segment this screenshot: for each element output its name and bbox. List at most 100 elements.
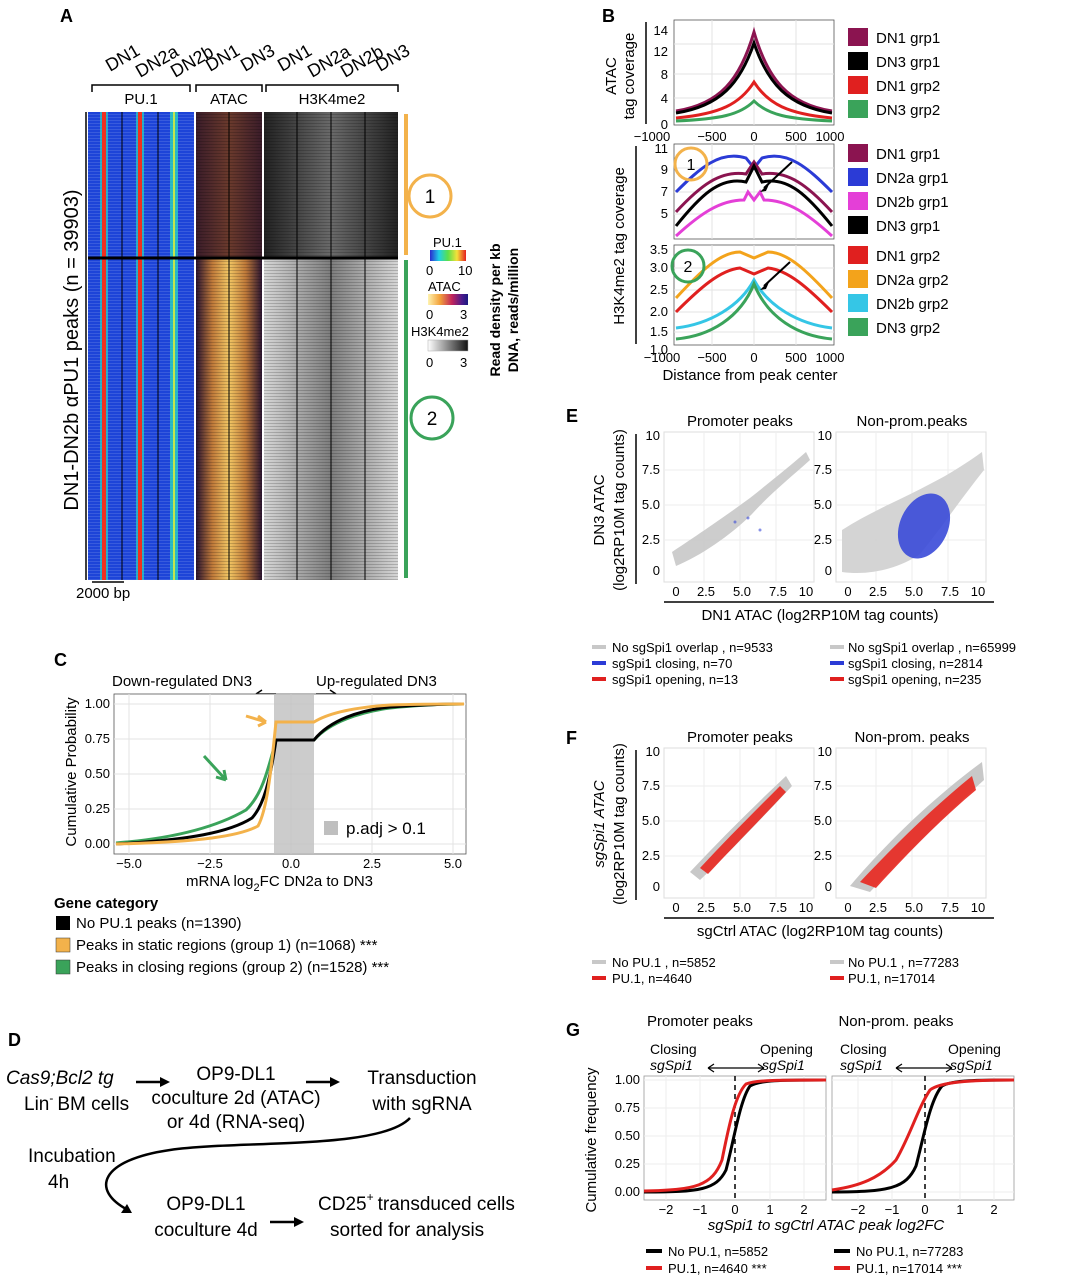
svg-text:−2: −2 [659, 1202, 674, 1217]
tick: 0.75 [85, 731, 110, 746]
panel-e-xlabel: DN1 ATAC (log2RP10M tag counts) [701, 607, 938, 624]
legend-item: DN2a grp1 [876, 170, 949, 187]
panel-b-letter: B [602, 6, 615, 26]
svg-text:5.0: 5.0 [814, 813, 832, 828]
svg-text:7.5: 7.5 [814, 778, 832, 793]
cluster2-label: 2 [684, 259, 693, 276]
cluster1-marker [407, 173, 453, 219]
scale-bar-label: 2000 bp [76, 585, 130, 602]
tick: 0.00 [85, 836, 110, 851]
svg-text:5.0: 5.0 [642, 813, 660, 828]
down-regulated-label: Down-regulated DN3 [112, 673, 252, 690]
svg-text:7.5: 7.5 [941, 584, 959, 599]
legend-item: No sgSpi1 overlap , n=9533 [612, 640, 773, 655]
panel-b-mid-plot: 11 9 7 5 1 [655, 141, 835, 240]
panel-a-column-labels: DN1 DN2a DN2b DN1 DN3 DN1 DN2a DN2b DN3 [102, 40, 413, 81]
panel-f-left-title: Promoter peaks [687, 729, 793, 746]
legend-item: DN3 grp1 [876, 54, 940, 71]
legend-item: No PU.1 , n=5852 [612, 955, 716, 970]
panel-e-ylabel2: (log2RP10M tag counts) [611, 429, 628, 591]
cluster2-marker [670, 248, 706, 284]
svg-text:0: 0 [844, 584, 851, 599]
svg-text:7.5: 7.5 [642, 778, 660, 793]
svg-text:Opening: Opening [948, 1041, 1001, 1057]
tick: 8 [661, 67, 668, 82]
svg-text:−1: −1 [885, 1202, 900, 1217]
heatmap-h3k4me2 [264, 112, 398, 580]
svg-text:−1: −1 [693, 1202, 708, 1217]
panel-d: D Cas9;Bcl2 tg Lin- BM cells OP9-DL1 cocu… [6, 1030, 515, 1241]
svg-text:7.5: 7.5 [941, 900, 959, 915]
svg-text:0.75: 0.75 [615, 1100, 640, 1115]
legend-item: sgSpi1 opening, n=13 [612, 672, 738, 687]
not-significant-band [274, 694, 314, 854]
flow-step-4-line1: OP9-DL1 [166, 1194, 245, 1215]
panel-c: C Down-regulated DN3 Up-regulated DN3 p.… [54, 650, 467, 976]
panel-b-top-ylabel2: tag coverage [621, 33, 638, 120]
panel-f-legend: No PU.1 , n=5852 PU.1, n=4640 No PU.1 , … [592, 955, 959, 986]
tick: 2.0 [650, 304, 668, 319]
flow-step-1-line1: Cas9;Bcl2 tg [6, 1068, 114, 1089]
tick: 0 [750, 350, 757, 365]
panel-b-bottom-plot: 3.5 3.0 2.5 2.0 1.5 1.0 −1000 −500 0 500… [611, 146, 844, 384]
incubation-time: 4h [48, 1172, 69, 1193]
svg-text:10: 10 [818, 744, 832, 759]
panel-e: E Promoter peaks Non-prom.peaks 10 7.5 5… [566, 406, 1016, 687]
svg-text:5.0: 5.0 [905, 584, 923, 599]
flow-step-2-line1: OP9-DL1 [196, 1064, 275, 1085]
heatmap-pu1 [88, 112, 194, 580]
tick: 11 [655, 141, 669, 156]
svg-text:0: 0 [672, 900, 679, 915]
panel-g-right-title: Non-prom. peaks [838, 1013, 953, 1030]
tick: 3.5 [650, 242, 668, 257]
tick: 1.00 [85, 696, 110, 711]
group-label-pu1: PU.1 [124, 91, 157, 108]
tick: 0.25 [85, 801, 110, 816]
heatmap-atac [196, 112, 262, 580]
orange-arrow [245, 714, 267, 728]
cluster1-label: 1 [425, 187, 436, 208]
legend-item: DN2a grp2 [876, 272, 949, 289]
panel-b-mid-legend: DN1 grp1 DN2a grp1 DN2b grp1 DN3 grp1 [848, 144, 949, 235]
svg-text:2.5: 2.5 [697, 584, 715, 599]
svg-text:sgSpi1: sgSpi1 [840, 1057, 883, 1073]
panel-b-top-legend: DN1 grp1 DN3 grp1 DN1 grp2 DN3 grp2 [848, 28, 940, 119]
legend-item: PU.1, n=17014 *** [856, 1261, 962, 1276]
panel-g-left-title: Promoter peaks [647, 1013, 753, 1030]
svg-text:0: 0 [825, 563, 832, 578]
tick: 14 [654, 23, 668, 38]
svg-text:10: 10 [818, 428, 832, 443]
legend-item: sgSpi1 opening, n=235 [848, 672, 981, 687]
tick: 12 [654, 44, 668, 59]
green-arrow [202, 754, 228, 782]
legend-item: sgSpi1 closing, n=2814 [848, 656, 983, 671]
legend-item: DN3 grp2 [876, 102, 940, 119]
tick: 1.5 [650, 324, 668, 339]
legend-pu1-max: 10 [458, 263, 472, 278]
panel-e-legend: No sgSpi1 overlap , n=9533 sgSpi1 closin… [592, 640, 1016, 687]
group-brackets [91, 84, 399, 92]
legend-item: DN3 grp2 [876, 320, 940, 337]
legend-item: DN1 grp1 [876, 30, 940, 47]
legend-atac-title: ATAC [428, 279, 461, 294]
cluster2-marker [409, 395, 455, 441]
tick: 500 [785, 350, 807, 365]
svg-text:0: 0 [653, 563, 660, 578]
tick: 9 [661, 162, 668, 177]
panel-c-legend-title: Gene category [54, 895, 159, 912]
legend-item: No PU.1, n=5852 [668, 1244, 768, 1259]
panel-e-ylabel1: DN3 ATAC [591, 474, 608, 545]
tick: 7 [661, 184, 668, 199]
tick: 0.50 [85, 766, 110, 781]
tick: 0 [750, 129, 757, 144]
cluster1-marker [673, 146, 709, 182]
group-label-atac: ATAC [210, 91, 248, 108]
tick: 3.0 [650, 260, 668, 275]
legend-atac-min: 0 [426, 307, 433, 322]
shade-legend: p.adj > 0.1 [346, 819, 426, 838]
tick: 1.0 [650, 342, 668, 357]
legend-pu1-bar [430, 250, 466, 261]
panel-c-ylabel: Cumulative Probability [63, 697, 80, 847]
tick: −2.5 [197, 856, 223, 871]
svg-text:−2: −2 [851, 1202, 866, 1217]
